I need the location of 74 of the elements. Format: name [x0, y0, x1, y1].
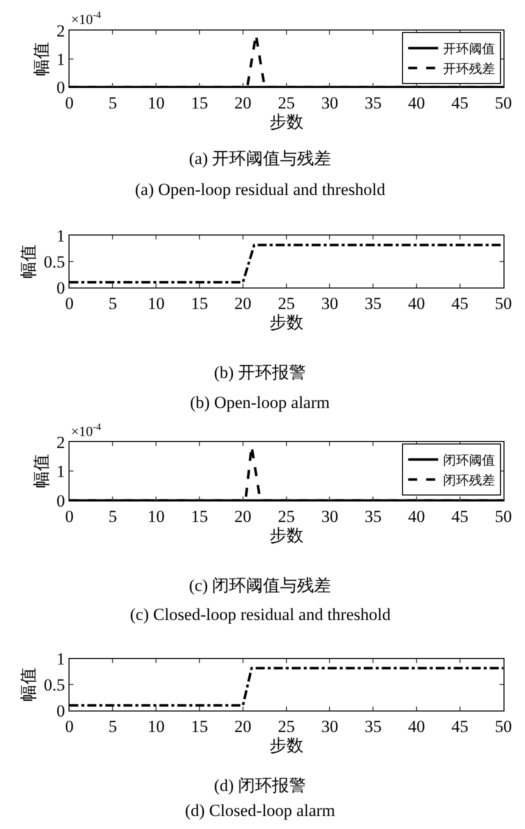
x-tick-label: 20 [234, 94, 252, 113]
legend-label: 闭环残差 [443, 472, 496, 488]
y-tick-label: 0.5 [44, 676, 65, 695]
x-tick-label: 40 [408, 94, 426, 113]
x-tick-label: 5 [108, 94, 117, 113]
text: (d) Closed-loop alarm [185, 801, 336, 820]
x-tick-label: 45 [451, 506, 468, 526]
text: ×10$^{-4}$ [71, 10, 102, 28]
legend-label: 闭环阈值 [443, 452, 496, 468]
x-tick-label: 45 [451, 716, 468, 736]
y-axis-title: 幅值 [19, 668, 38, 702]
x-tick-label: 15 [191, 94, 208, 113]
y-tick-label: 1 [56, 462, 65, 482]
x-tick-label: 40 [408, 716, 426, 736]
y-tick-label: 2 [56, 432, 65, 452]
x-axis-title: 步数 [269, 526, 304, 545]
text: (b) 开环报警 [214, 363, 306, 382]
x-tick-label: 15 [191, 294, 208, 313]
x-axis-title: 步数 [269, 736, 304, 755]
x-tick-label: 45 [451, 94, 468, 113]
x-tick-label: 45 [451, 294, 468, 313]
x-tick-label: 5 [108, 716, 117, 736]
y-tick-label: 0 [56, 278, 65, 298]
y-axis-title: 幅值 [32, 42, 51, 76]
text: (a) 开环阈值与残差 [189, 149, 332, 168]
x-tick-label: 40 [408, 506, 426, 526]
x-tick-label: 40 [408, 294, 426, 313]
x-tick-label: 35 [364, 94, 382, 113]
x-tick-label: 50 [494, 94, 512, 113]
y-tick-label: 0 [56, 702, 65, 720]
legend-label: 开环阈值 [443, 41, 496, 56]
x-tick-label: 5 [108, 294, 117, 313]
x-tick-label: 50 [494, 506, 512, 526]
y-tick-label: 0 [56, 78, 65, 98]
x-tick-label: 50 [494, 294, 512, 313]
text: (a) Open-loop residual and threshold [135, 180, 386, 199]
x-tick-label: 30 [321, 716, 338, 736]
y-tick-label: 2 [56, 21, 65, 40]
y-tick-label: 1 [56, 50, 65, 69]
x-tick-label: 30 [321, 294, 338, 313]
x-tick-label: 5 [108, 506, 117, 526]
text: ×10$^{-4}$ [71, 422, 102, 440]
text: (c) 闭环阈值与残差 [189, 576, 332, 595]
x-tick-label: 30 [321, 506, 338, 526]
x-tick-label: 25 [278, 506, 295, 526]
y-axis-title: 幅值 [32, 454, 51, 488]
x-axis-title: 步数 [269, 312, 304, 332]
y-tick-label: 1 [56, 650, 65, 669]
y-tick-label: 1 [56, 226, 65, 246]
x-tick-label: 30 [321, 94, 338, 113]
y-tick-label: 0.5 [44, 252, 65, 272]
x-tick-label: 35 [364, 506, 382, 526]
x-tick-label: 10 [148, 294, 165, 313]
x-axis-title: 步数 [269, 112, 304, 132]
x-tick-label: 25 [278, 94, 295, 113]
text: (d) 闭环报警 [214, 776, 306, 795]
x-tick-label: 50 [494, 716, 512, 736]
text: (b) Open-loop alarm [190, 393, 330, 412]
x-tick-label: 25 [278, 294, 295, 313]
y-tick-label: 0 [56, 491, 65, 510]
x-tick-label: 10 [148, 506, 165, 526]
x-tick-label: 20 [234, 294, 252, 313]
y-axis-title: 幅值 [19, 244, 38, 279]
legend-label: 开环残差 [443, 61, 496, 76]
x-tick-label: 10 [148, 716, 165, 736]
x-tick-label: 35 [364, 294, 382, 313]
x-tick-label: 10 [148, 94, 165, 113]
x-tick-label: 15 [191, 506, 208, 526]
x-tick-label: 25 [278, 716, 295, 736]
x-tick-label: 15 [191, 716, 208, 736]
text: (c) Closed-loop residual and threshold [130, 605, 392, 624]
x-tick-label: 20 [234, 716, 252, 736]
x-tick-label: 20 [234, 506, 252, 526]
x-tick-label: 35 [364, 716, 382, 736]
